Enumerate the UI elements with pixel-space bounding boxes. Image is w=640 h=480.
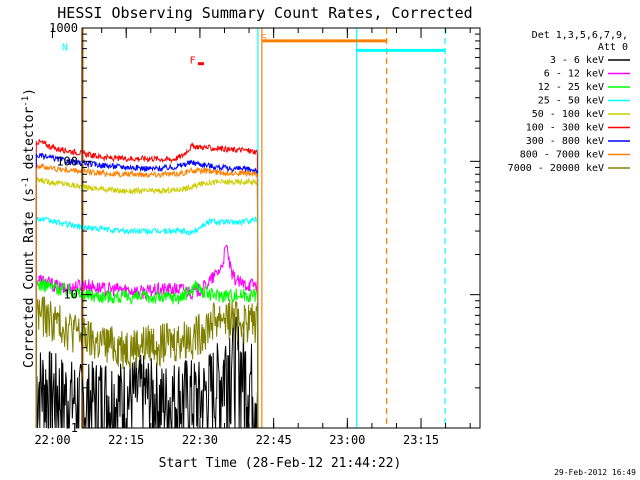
annotation-label: S	[261, 33, 267, 44]
y-axis-label-sup2: -1	[21, 96, 31, 107]
legend-entry-label: 12 - 25 keV	[538, 82, 604, 93]
x-tick-label: 23:00	[329, 433, 365, 447]
series-line	[35, 163, 259, 429]
x-tick-label: 22:00	[34, 433, 70, 447]
plot-frame	[81, 27, 481, 429]
legend-entry-label: 7000 - 20000 keV	[508, 163, 604, 174]
series-line	[35, 244, 259, 429]
x-tick-label: 22:45	[256, 433, 292, 447]
series-line	[35, 176, 259, 429]
x-axis-label: Start Time (28-Feb-12 21:44:22)	[159, 456, 402, 471]
series-line	[35, 278, 259, 429]
annotation-label: N	[62, 42, 68, 53]
y-axis: 1 10 100 1000	[49, 21, 480, 435]
legend-entry-label: 800 - 7000 keV	[520, 150, 604, 161]
series-line	[35, 215, 259, 429]
legend-entry-label: 3 - 6 keV	[550, 55, 604, 66]
interval-bars	[261, 39, 446, 52]
y-axis-label-main: Corrected Count Rate (s	[22, 188, 37, 368]
series-line	[35, 152, 259, 429]
y-axis-label-mid: detector	[22, 107, 37, 178]
y-tick-label: 1000	[49, 21, 78, 35]
y-axis-label-sup1: -1	[21, 177, 31, 188]
annotations: N F S	[62, 33, 267, 67]
x-tick-label: 22:30	[182, 433, 218, 447]
series-lines	[35, 139, 259, 429]
legend-entry-label: 6 - 12 keV	[544, 69, 604, 80]
annotation-label: F	[190, 56, 196, 67]
timestamp: 29-Feb-2012 16:49	[554, 468, 636, 477]
y-axis-label-end: )	[22, 88, 37, 96]
series-line	[35, 313, 259, 429]
series-line	[35, 139, 259, 429]
legend-header: Att 0	[598, 42, 628, 53]
legend: Det 1,3,5,6,7,9,Att 0 3 - 6 keV 6 - 12 keV…	[508, 30, 630, 174]
x-tick-label: 23:15	[403, 433, 439, 447]
legend-entry-label: 100 - 300 keV	[526, 123, 604, 134]
legend-entry-label: 300 - 800 keV	[526, 136, 604, 147]
chart-title: HESSI Observing Summary Count Rates, Cor…	[57, 4, 472, 22]
legend-entry-label: 50 - 100 keV	[532, 109, 604, 120]
y-tick-label: 10	[64, 288, 78, 302]
y-tick-label: 100	[56, 154, 78, 168]
y-tick-label: 1	[71, 421, 78, 435]
legend-entry-label: 25 - 50 keV	[538, 96, 604, 107]
x-tick-label: 22:15	[108, 433, 144, 447]
legend-header: Det 1,3,5,6,7,9,	[532, 30, 628, 41]
y-axis-label: Corrected Count Rate (s-1 detector-1)	[21, 88, 37, 368]
series-line	[35, 296, 259, 429]
